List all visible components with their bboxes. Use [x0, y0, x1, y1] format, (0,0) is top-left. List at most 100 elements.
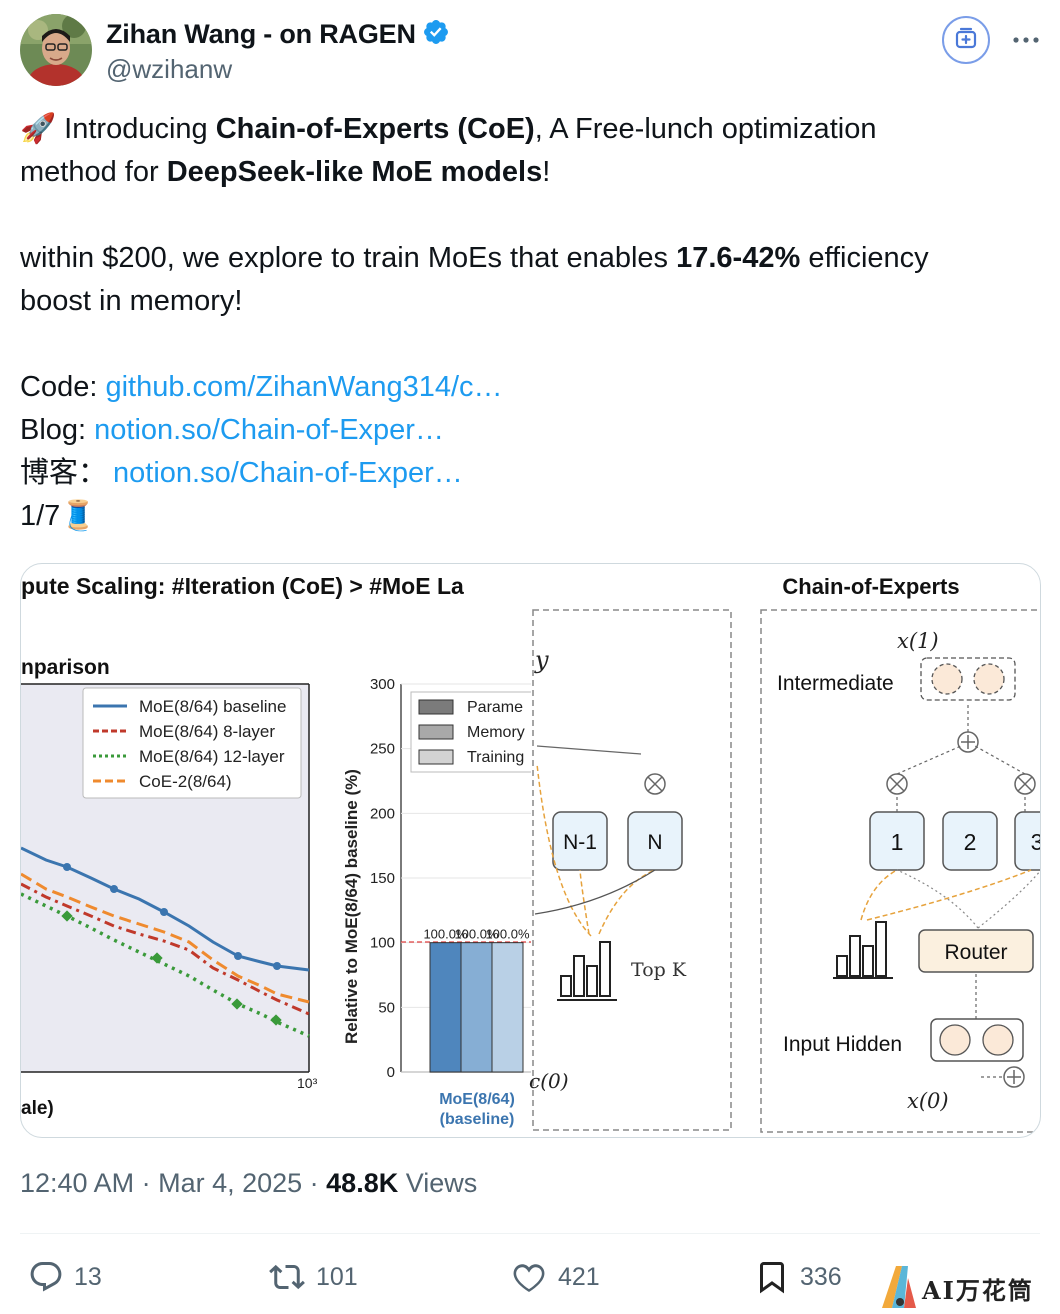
like-button[interactable]: 421 — [510, 1254, 600, 1300]
left-xlabel: ale) — [21, 1098, 54, 1119]
blog-link[interactable]: notion.so/Chain-of-Exper… — [94, 414, 444, 446]
tweet-meta: 12:40 AM · Mar 4, 2025 · 48.8K Views — [20, 1168, 477, 1199]
moe-x0-label: c(0) — [529, 1069, 569, 1093]
verified-badge-icon — [422, 18, 450, 51]
bold-text: Chain-of-Experts (CoE) — [215, 113, 535, 145]
grok-button[interactable] — [942, 16, 990, 64]
bar-ytick-label: 0 — [387, 1064, 395, 1081]
left-chart-title: pute Scaling: #Iteration (CoE) > #MoE La — [21, 573, 464, 599]
coe-title: Chain-of-Experts — [782, 574, 959, 599]
retweet-icon — [268, 1259, 306, 1295]
blog-line: Blog: notion.so/Chain-of-Exper… — [20, 409, 1040, 452]
like-count: 421 — [558, 1262, 600, 1291]
name-row: Zihan Wang - on RAGEN — [106, 18, 450, 51]
reply-count: 13 — [74, 1262, 102, 1291]
reply-button[interactable]: 13 — [28, 1254, 102, 1300]
bar-value-label: 100.0% — [454, 927, 499, 942]
cn-blog-link[interactable]: notion.so/Chain-of-Exper… — [113, 457, 463, 489]
timestamp[interactable]: 12:40 AM · Mar 4, 2025 · — [20, 1168, 327, 1198]
bar-ylabel: Relative to MoE(8/64) baseline (%) — [342, 769, 361, 1044]
views-label: Views — [398, 1168, 478, 1198]
tweet-line-3: within $200, we explore to train MoEs th… — [20, 237, 1040, 280]
cn-blog-line: 博客： notion.so/Chain-of-Exper… — [20, 452, 1040, 495]
thread-emoji-icon: 🧵 — [60, 500, 97, 532]
legend-entry: MoE(8/64) 8-layer — [139, 722, 275, 741]
tweet-line-1: 🚀 Introducing Chain-of-Experts (CoE), A … — [20, 108, 1040, 151]
tweet-text: 🚀 Introducing Chain-of-Experts (CoE), A … — [20, 108, 1040, 538]
bar-legend-entry: Training — [467, 749, 524, 766]
tweet-media-image[interactable]: pute Scaling: #Iteration (CoE) > #MoE La… — [20, 563, 1041, 1138]
text-fragment: method for — [20, 156, 167, 188]
code-label: Code: — [20, 371, 106, 403]
action-bar: 13 101 421 336 — [20, 1254, 1060, 1304]
bar-ytick-label: 250 — [370, 741, 395, 758]
bar-value-label: 100.0% — [485, 927, 530, 942]
bar-category-label: (baseline) — [440, 1111, 515, 1128]
more-dots-icon — [1012, 31, 1040, 49]
watermark-logo-icon — [878, 1262, 918, 1314]
coe-expert-label: 1 — [891, 829, 904, 855]
code-link[interactable]: github.com/ZihanWang314/c… — [105, 371, 503, 403]
watermark-text: AI万花筒 — [922, 1275, 1034, 1305]
reply-icon — [28, 1259, 64, 1295]
more-button[interactable] — [1008, 22, 1044, 58]
moe-y-label: y — [534, 646, 549, 674]
left-xtick: 10³ — [297, 1075, 318, 1091]
coe-input-label: Input Hidden — [783, 1033, 902, 1056]
moe-expert-label: N-1 — [563, 831, 597, 854]
coe-router-label: Router — [944, 941, 1007, 964]
thread-counter: 1/7 — [20, 500, 61, 532]
legend-entry: MoE(8/64) 12-layer — [139, 747, 285, 766]
bar-parame — [429, 942, 462, 1073]
thread-counter-line: 1/7🧵 — [20, 495, 1040, 538]
heart-icon — [510, 1259, 548, 1295]
bold-text: 17.6-42% — [676, 242, 801, 274]
text-fragment: ! — [542, 156, 551, 188]
handle[interactable]: @wzihanw — [106, 54, 233, 84]
text-fragment: , A Free-lunch optimization — [534, 113, 877, 145]
bar-category-label: MoE(8/64) — [439, 1091, 515, 1108]
text-fragment: efficiency — [800, 242, 929, 274]
bar-ytick-label: 50 — [378, 999, 395, 1016]
divider — [20, 1233, 1040, 1234]
legend-entry: MoE(8/64) baseline — [139, 697, 286, 716]
retweet-count: 101 — [316, 1262, 358, 1291]
coe-expert-label: 3 — [1031, 829, 1041, 855]
bar-ytick-label: 150 — [370, 870, 395, 887]
legend-entry: CoE-2(8/64) — [139, 772, 232, 791]
bar-training — [491, 942, 524, 1073]
bar-ytick-label: 200 — [370, 805, 395, 822]
bookmark-count: 336 — [800, 1262, 842, 1291]
avatar[interactable] — [20, 14, 92, 86]
coe-expert-label: 2 — [964, 829, 977, 855]
grok-plus-icon — [953, 25, 979, 56]
tweet-header: Zihan Wang - on RAGEN @wzihanw — [20, 10, 1050, 90]
tweet-line-2: method for DeepSeek-like MoE models! — [20, 151, 1040, 194]
moe-expert-label: N — [647, 831, 662, 854]
text-fragment: within $200, we explore to train MoEs th… — [20, 242, 677, 274]
tweet-line-4: boost in memory! — [20, 285, 243, 317]
rocket-emoji-icon: 🚀 — [20, 113, 57, 145]
bold-text: DeepSeek-like MoE models — [166, 156, 543, 188]
bar-memory — [460, 942, 493, 1073]
blog-label: Blog: — [20, 414, 95, 446]
bar-legend-entry: Parame — [467, 699, 523, 716]
series-coe — [21, 872, 310, 1004]
bar-ytick-label: 100 — [370, 935, 395, 952]
left-chart-subtitle: nparison — [21, 656, 110, 679]
moe-topk-label: Top K — [631, 959, 687, 981]
text-fragment: Introducing — [56, 113, 216, 145]
series-8layer — [21, 882, 310, 1016]
code-line: Code: github.com/ZihanWang314/c… — [20, 366, 1040, 409]
cn-blog-label: 博客： — [20, 457, 108, 489]
bookmark-icon — [754, 1258, 790, 1296]
bar-ytick-label: 300 — [370, 676, 395, 693]
bar-legend-entry: Memory — [467, 724, 525, 741]
coe-x0-label: x(0) — [907, 1089, 949, 1113]
views-count: 48.8K — [326, 1168, 399, 1198]
watermark: AI万花筒 — [878, 1262, 1058, 1314]
retweet-button[interactable]: 101 — [268, 1254, 358, 1300]
bookmark-button[interactable]: 336 — [754, 1254, 842, 1300]
coe-intermediate-label: Intermediate — [777, 672, 894, 695]
display-name[interactable]: Zihan Wang - on RAGEN — [106, 19, 416, 49]
